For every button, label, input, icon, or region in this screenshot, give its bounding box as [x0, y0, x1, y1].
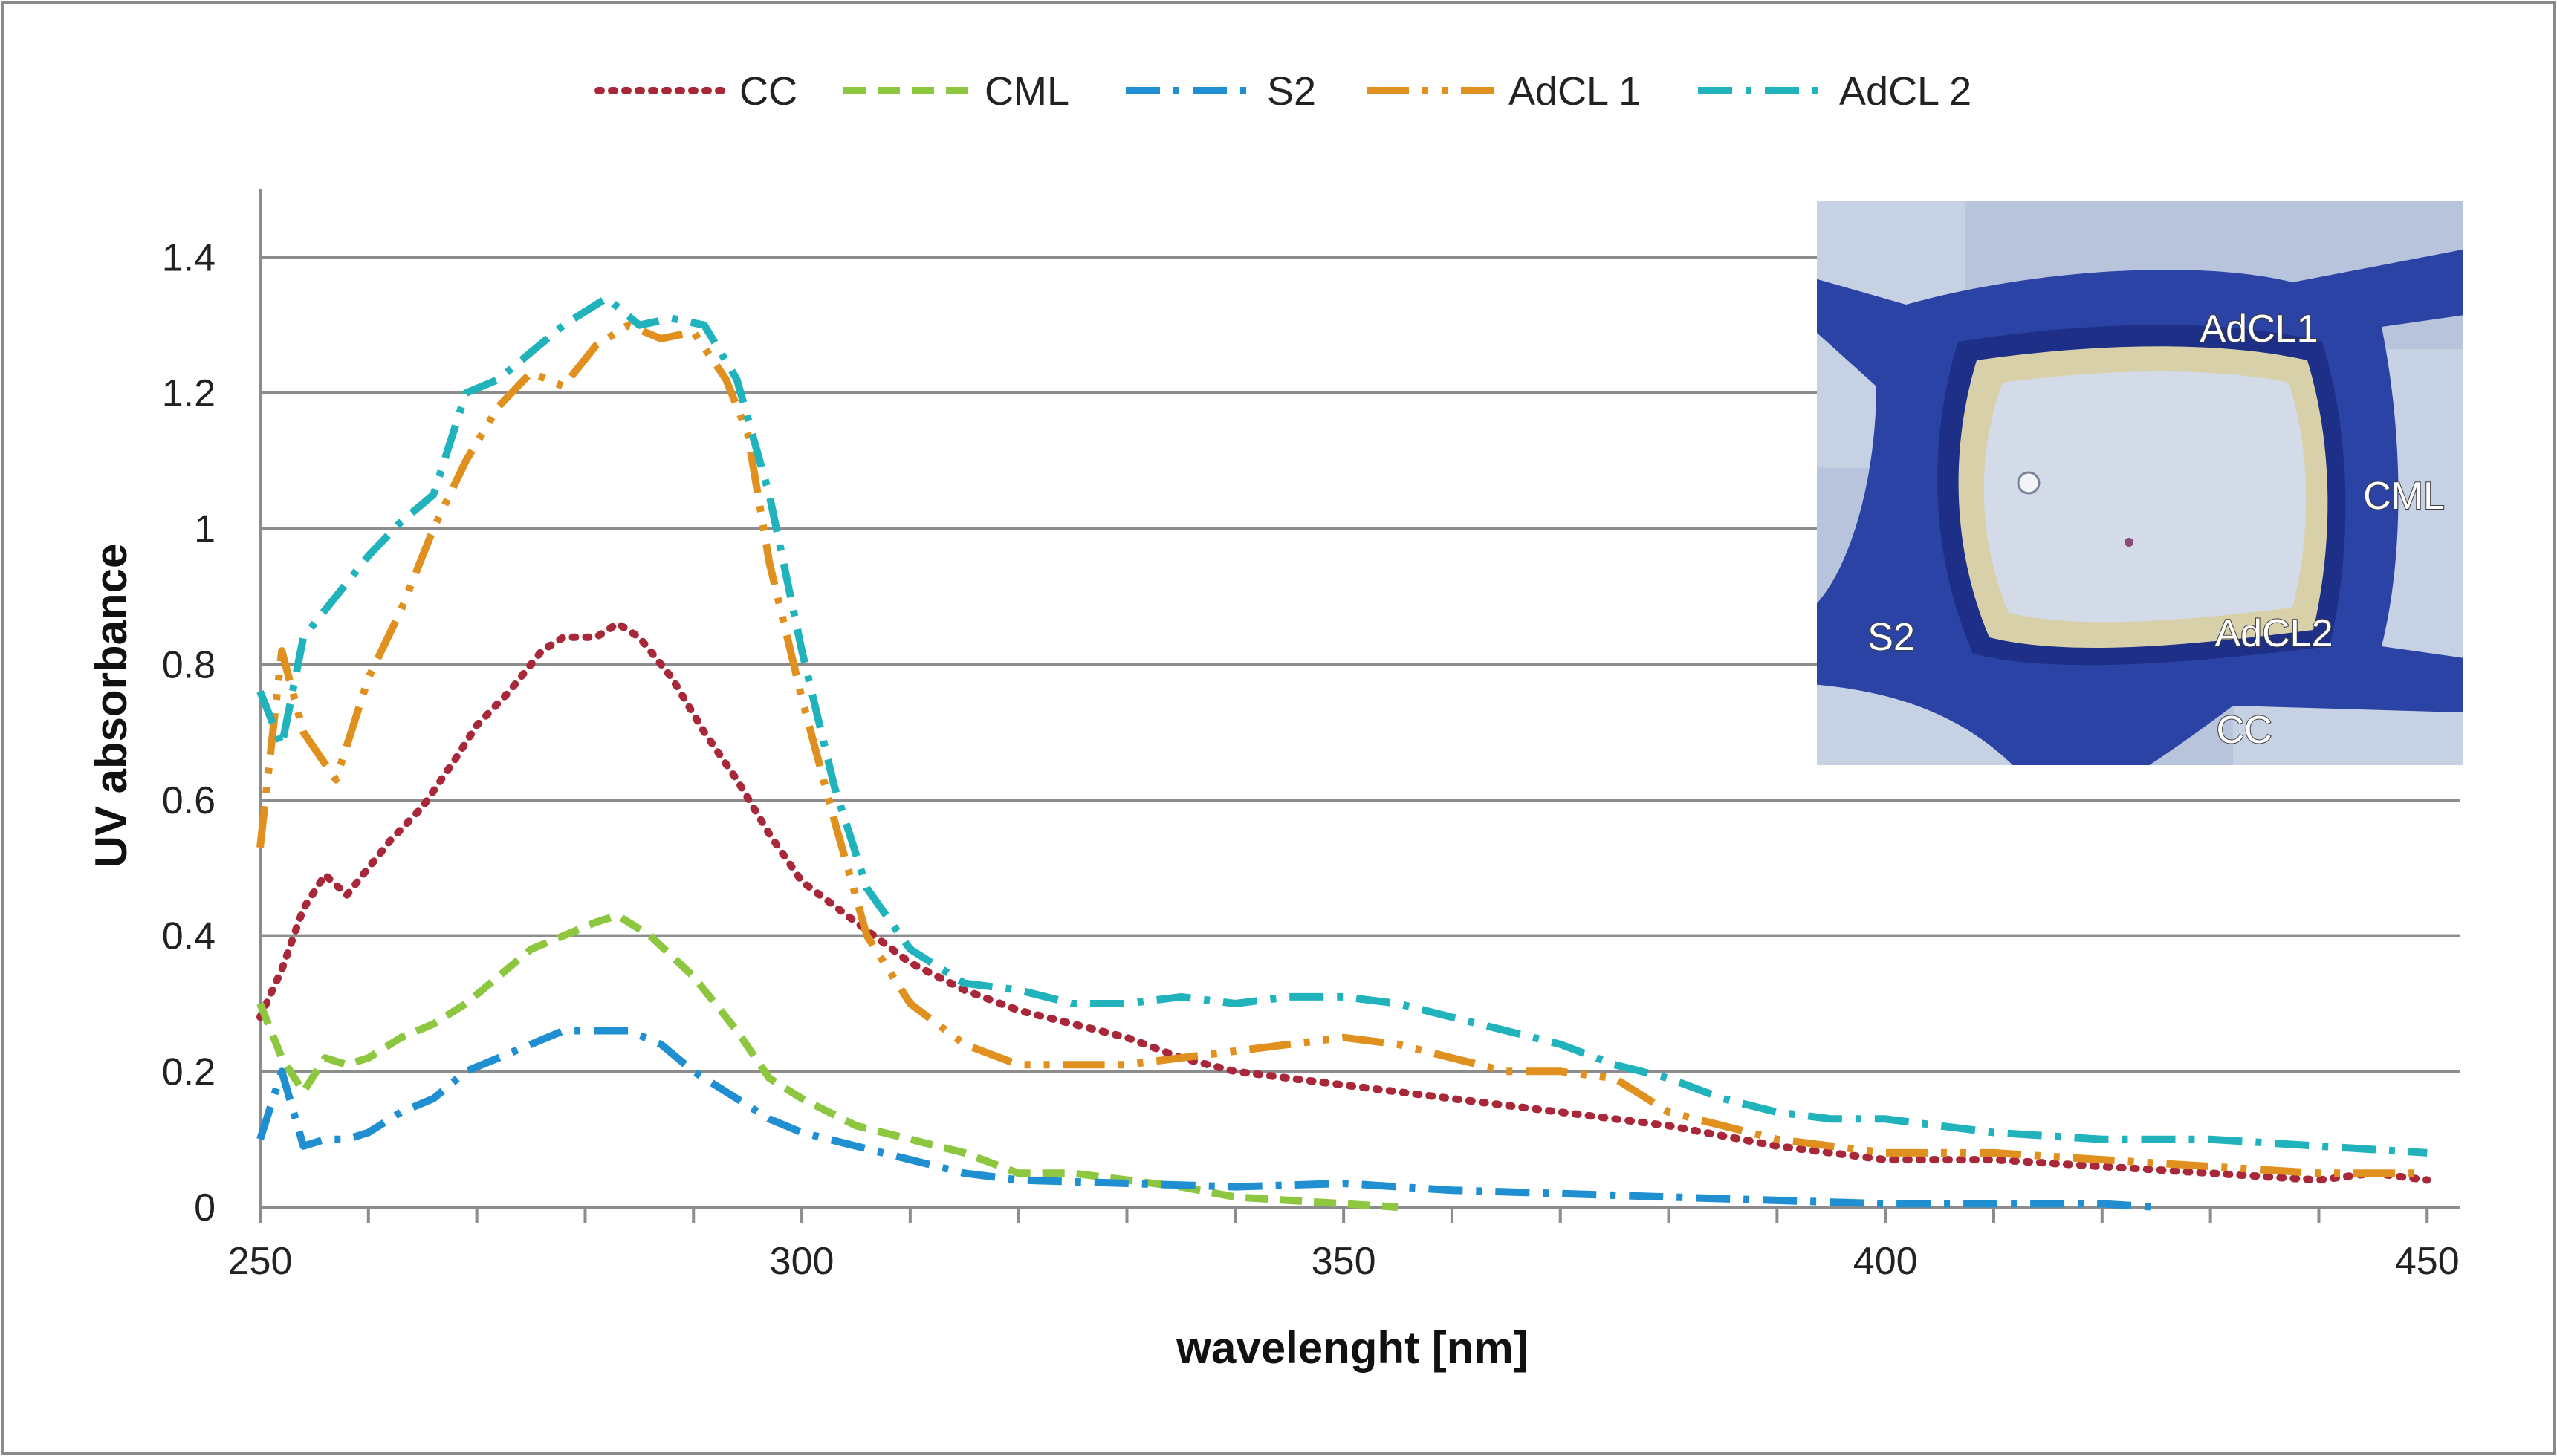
y-tick-label: 0.2	[162, 1050, 215, 1093]
legend-label: AdCL 1	[1508, 69, 1641, 114]
legend-label: S2	[1267, 69, 1316, 114]
inset-label: AdCL2	[2215, 612, 2333, 655]
y-tick-label: 1.4	[162, 236, 215, 279]
legend-label: CML	[985, 69, 1069, 114]
y-axis-title: UV absorbance	[86, 544, 136, 868]
axes: 0 0.2 0.4 0.6 0.8 1 1.2 1.4 250 300 350 400 450	[162, 189, 2460, 1283]
x-axis-title: wavelenght [nm]	[1176, 1323, 1528, 1373]
series-lines	[256, 294, 2431, 1211]
y-tick-label: 0.4	[162, 915, 215, 958]
x-tick-label: 350	[1312, 1240, 1376, 1283]
series-line-adcl-2	[256, 294, 2428, 1157]
y-tick-label: 1	[194, 508, 215, 551]
x-tick-label: 300	[770, 1240, 834, 1283]
micrograph-image	[1817, 201, 2463, 765]
legend-label: CC	[739, 69, 797, 114]
series-line-adcl-1	[256, 321, 2428, 1177]
y-tick-label: 0.8	[162, 643, 215, 686]
micrograph-inset: AdCL1 CML S2 AdCL2 CC	[1817, 201, 2463, 765]
inset-label: CML	[2363, 475, 2445, 518]
inset-label: AdCL1	[2200, 308, 2318, 351]
inset-label: S2	[1867, 616, 1915, 659]
x-tick-label: 250	[228, 1240, 293, 1283]
y-tick-label: 0	[194, 1186, 215, 1229]
series-line-s2	[256, 1027, 2157, 1211]
legend-label: AdCL 2	[1839, 69, 1971, 114]
legend: CC CML S2 AdCL 1 AdCL 2	[594, 69, 1971, 114]
y-tick-label: 0.6	[162, 779, 215, 822]
y-tick-label: 1.2	[162, 372, 215, 415]
inset-label: CC	[2216, 709, 2272, 752]
x-tick-label: 400	[1853, 1240, 1918, 1283]
series-line-cc	[256, 620, 2431, 1184]
series-line-cml	[256, 911, 1399, 1211]
x-tick-label: 450	[2395, 1240, 2460, 1283]
